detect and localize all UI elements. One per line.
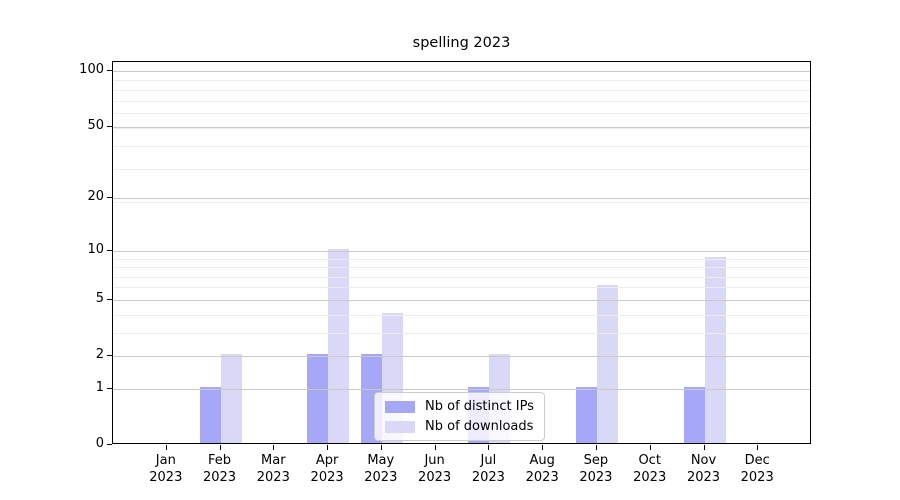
x-tick-mark-mar-2023: [273, 445, 275, 450]
y-tick-mark-5: [107, 298, 112, 300]
x-tick-label-may-2023: May 2023: [364, 453, 398, 485]
y-tick-mark-1: [107, 387, 112, 389]
y-tick-label-100: 100: [79, 62, 104, 78]
x-tick-label-sep-2023: Sep 2023: [579, 453, 613, 485]
x-tick-mark-aug-2023: [542, 445, 544, 450]
y-tick-mark-2: [107, 355, 112, 356]
x-tick-label-oct-2023: Oct 2023: [633, 453, 667, 485]
bar-nb-of-downloads-feb-2023: [220, 354, 242, 443]
bar-nb-of-downloads-sep-2023: [596, 285, 618, 443]
gridline-y-5: [113, 299, 810, 301]
gridline-y-69: [113, 100, 810, 102]
x-tick-mark-jul-2023: [488, 445, 490, 450]
gridline-y-59: [113, 113, 810, 115]
x-tick-label-apr-2023: Apr 2023: [310, 453, 344, 485]
gridline-y-6: [113, 287, 810, 289]
gridline-y-8: [113, 267, 810, 268]
gridline-y-39: [113, 146, 810, 148]
gridline-y-1: [113, 388, 810, 390]
y-tick-mark-100: [107, 70, 112, 72]
gridline-y-89: [113, 80, 810, 82]
y-tick-label-50: 50: [87, 117, 104, 133]
x-tick-mark-jan-2023: [165, 445, 167, 450]
gridline-y-2: [113, 356, 810, 357]
legend-label-nb-of-downloads: Nb of downloads: [425, 419, 534, 434]
chart-title: spelling 2023: [412, 35, 511, 51]
bar-nb-of-downloads-nov-2023: [704, 256, 726, 443]
gridline-y-29: [113, 169, 810, 171]
x-tick-mark-dec-2023: [757, 445, 759, 450]
y-tick-label-1: 1: [95, 379, 104, 395]
gridline-y-7: [113, 276, 810, 278]
y-tick-label-0: 0: [95, 436, 104, 451]
gridline-y-9: [113, 258, 810, 260]
gridline-y-3: [113, 332, 810, 334]
gridline-y-79: [113, 90, 810, 91]
legend-item-nb-of-downloads: Nb of downloads: [385, 418, 534, 435]
y-tick-mark-20: [107, 197, 112, 199]
y-tick-mark-50: [107, 125, 112, 127]
y-tick-label-10: 10: [87, 241, 104, 257]
x-tick-mark-jun-2023: [434, 445, 436, 450]
y-tick-label-20: 20: [87, 189, 104, 205]
x-tick-label-aug-2023: Aug 2023: [525, 453, 559, 485]
x-tick-label-feb-2023: Feb 2023: [202, 453, 237, 485]
x-tick-label-jul-2023: Jul 2023: [471, 453, 505, 485]
gridline-y-20: [113, 198, 810, 200]
x-tick-mark-sep-2023: [595, 445, 597, 450]
y-tick-mark-0: [107, 444, 112, 445]
gridline-y-50: [113, 126, 810, 128]
x-tick-label-nov-2023: Nov 2023: [686, 453, 721, 485]
x-tick-mark-may-2023: [380, 445, 382, 450]
legend-item-nb-of-distinct-ips: Nb of distinct IPs: [385, 398, 534, 415]
gridline-y-100: [113, 71, 810, 73]
x-tick-mark-nov-2023: [703, 445, 705, 450]
gridline-y-10: [113, 250, 810, 252]
x-tick-label-mar-2023: Mar 2023: [256, 453, 290, 485]
gridline-y-4: [113, 314, 810, 316]
bar-nb-of-distinct-ips-feb-2023: [199, 386, 221, 443]
x-tick-mark-oct-2023: [649, 445, 651, 450]
x-tick-label-jun-2023: Jun 2023: [418, 453, 452, 485]
bar-nb-of-distinct-ips-sep-2023: [575, 386, 597, 443]
x-tick-mark-apr-2023: [327, 445, 329, 450]
bar-nb-of-downloads-apr-2023: [328, 248, 350, 443]
legend-swatch-nb-of-downloads: [385, 420, 415, 433]
legend-label-nb-of-distinct-ips: Nb of distinct IPs: [425, 399, 534, 414]
plot-area: [112, 61, 811, 444]
y-tick-label-2: 2: [95, 347, 104, 362]
gridline-y-49: [113, 128, 810, 130]
x-tick-label-dec-2023: Dec 2023: [740, 453, 774, 485]
y-tick-label-5: 5: [95, 290, 104, 306]
legend-swatch-nb-of-distinct-ips: [385, 400, 415, 413]
legend: Nb of distinct IPs Nb of downloads: [374, 392, 545, 441]
bar-nb-of-distinct-ips-apr-2023: [307, 354, 329, 443]
y-tick-mark-10: [107, 249, 112, 251]
x-tick-mark-feb-2023: [219, 445, 221, 450]
bar-nb-of-distinct-ips-nov-2023: [683, 386, 705, 443]
x-tick-label-jan-2023: Jan 2023: [149, 453, 183, 485]
gridline-y-19: [113, 202, 810, 204]
